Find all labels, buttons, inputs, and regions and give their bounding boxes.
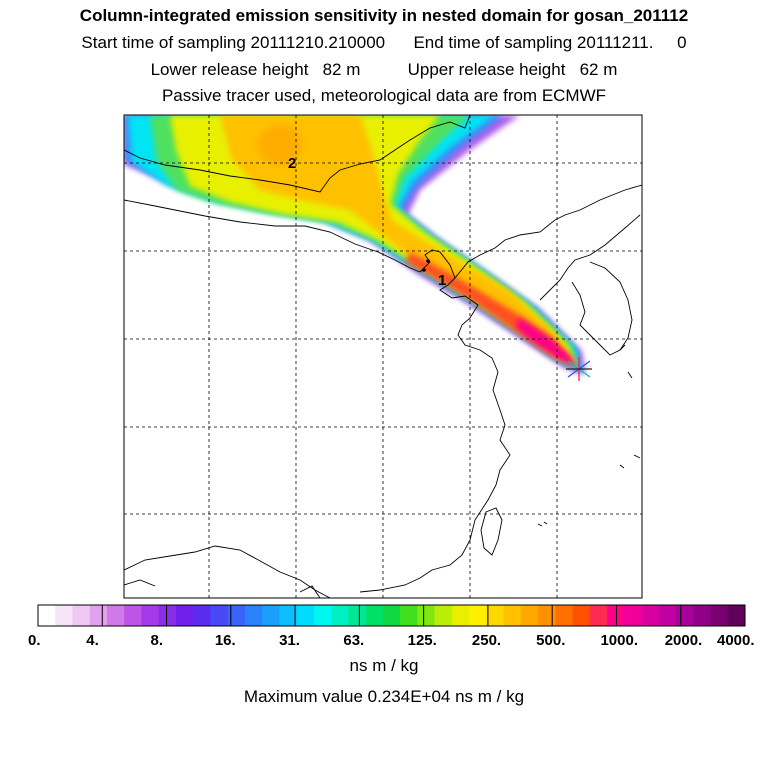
- chart-title: Column-integrated emission sensitivity i…: [79, 6, 689, 25]
- plume-band-magenta: [515, 318, 578, 368]
- border-mongolia-china: [124, 115, 471, 193]
- colorbar-cell: [451, 605, 470, 626]
- annotation-label: 2: [288, 155, 296, 172]
- colorbar-cell: [89, 605, 108, 626]
- colorbar-cell: [124, 605, 142, 626]
- colorbar-cell: [313, 605, 332, 626]
- gridlines: [124, 115, 642, 598]
- colorbar-tick-label: 500.: [536, 632, 565, 649]
- colorbar-unit: ns m / kg: [349, 656, 419, 675]
- annotation-label: 1: [438, 272, 446, 289]
- colorbar-cell: [262, 605, 280, 626]
- colorbar-cell: [175, 605, 194, 626]
- colorbar-cell: [382, 605, 401, 626]
- colorbar-cell: [469, 605, 487, 626]
- coast-liaodong-korea-west: [454, 184, 642, 279]
- colorbar-frame: [37, 604, 746, 627]
- colorbar-tick-label: 31.: [279, 632, 300, 649]
- colorbar: 0. 4. 8. 16. 31. 63. 125. 250. 500. 1000. 2000. 400…: [28, 604, 755, 649]
- colorbar-tick-label: 125.: [408, 632, 437, 649]
- coastlines: [124, 115, 642, 598]
- colorbar-cell: [365, 605, 384, 626]
- japan-islands: [537, 344, 641, 527]
- coast-korea: [539, 214, 641, 356]
- colorbar-cell: [72, 605, 91, 626]
- colorbar-cell: [503, 605, 522, 626]
- colorbar-cell: [227, 605, 246, 626]
- colorbar-cell: [417, 605, 435, 626]
- taiwan: [480, 507, 503, 556]
- release-height-line: Lower release height 82 m Upper release …: [150, 60, 618, 79]
- colorbar-cell: [55, 605, 73, 626]
- colorbar-tick-label: 16.: [215, 632, 236, 649]
- colorbar-tick-label: 8.: [151, 632, 164, 649]
- sampling-time-line: Start time of sampling 20111210.210000 E…: [81, 33, 687, 52]
- colorbar-cell: [658, 605, 677, 626]
- colorbar-cell: [486, 605, 504, 626]
- colorbar-cell: [348, 605, 366, 626]
- colorbar-cell: [676, 605, 694, 626]
- colorbar-cell: [641, 605, 660, 626]
- location-dot: [426, 259, 430, 263]
- colorbar-cell: [607, 605, 625, 626]
- colorbar-tick-label: 2000.: [665, 632, 703, 649]
- colorbar-cell: [520, 605, 539, 626]
- colorbar-cell: [727, 605, 746, 626]
- colorbar-cell: [296, 605, 315, 626]
- colorbar-cell: [434, 605, 453, 626]
- colorbar-cell: [158, 605, 177, 626]
- colorbar-tick-label: 4000.: [717, 632, 755, 649]
- receptor-marker: [566, 357, 592, 381]
- tracer-info-line: Passive tracer used, meteorological data…: [161, 86, 607, 105]
- colorbar-cell: [279, 605, 297, 626]
- colorbar-tick-label: 1000.: [600, 632, 638, 649]
- map-frame: [123, 114, 643, 599]
- colorbar-cell: [106, 605, 125, 626]
- colorbar-cell: [244, 605, 263, 626]
- coast-china-east: [359, 349, 511, 593]
- plume-hotspot: [258, 125, 302, 165]
- colorbar-cell: [589, 605, 608, 626]
- coast-bohai: [419, 249, 481, 351]
- colorbar-tick-label: 0.: [28, 632, 41, 649]
- colorbar-cell: [210, 605, 228, 626]
- colorbar-tick-label: 250.: [472, 632, 501, 649]
- colorbar-cell: [710, 605, 729, 626]
- plume-layer: [124, 115, 585, 375]
- colorbar-cell: [141, 605, 159, 626]
- colorbar-cell: [555, 605, 573, 626]
- border-hainan: [299, 585, 321, 598]
- colorbar-tick-label: 4.: [86, 632, 99, 649]
- colorbar-cell: [400, 605, 418, 626]
- border-north: [124, 199, 421, 273]
- colorbar-cell: [572, 605, 591, 626]
- colorbar-cell: [331, 605, 349, 626]
- border-southwest: [124, 545, 331, 598]
- colorbar-tick-label: 63.: [343, 632, 364, 649]
- colorbar-cell: [693, 605, 711, 626]
- colorbar-cell: [624, 605, 642, 626]
- maximum-value: Maximum value 0.234E+04 ns m / kg: [243, 687, 525, 706]
- colorbar-cell: [38, 605, 56, 626]
- colorbar-cell: [538, 605, 556, 626]
- colorbar-cell: [193, 605, 211, 626]
- location-dot: [422, 268, 426, 272]
